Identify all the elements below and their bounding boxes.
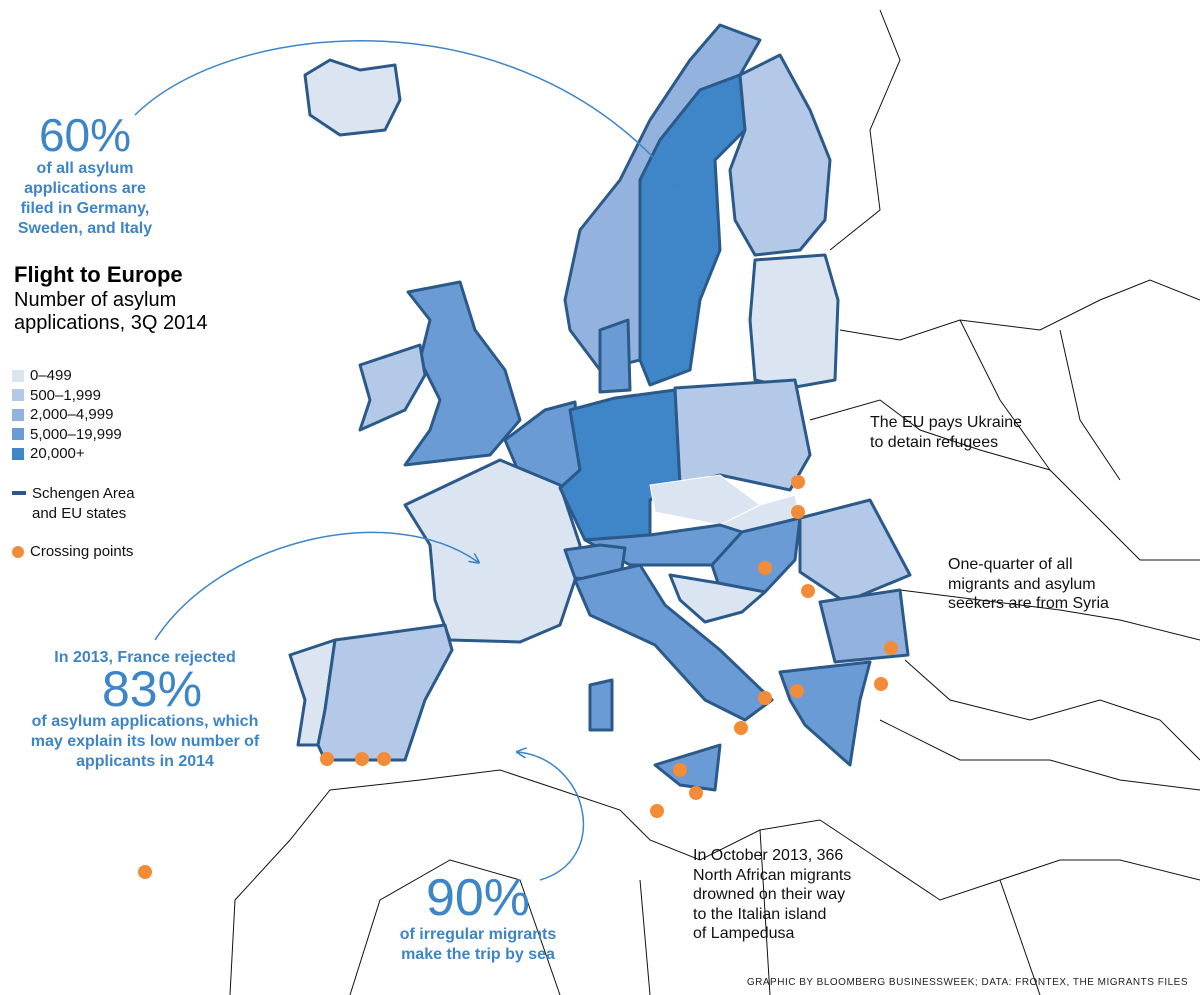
- legend-label: 5,000–19,999: [30, 425, 122, 443]
- country: [588, 678, 614, 732]
- annotation: of irregular migrants make the trip by se…: [400, 925, 556, 965]
- legend-label: 0–499: [30, 367, 72, 384]
- legend-item: Schengen Area and EU states: [12, 484, 135, 524]
- crossing-point: [355, 752, 369, 766]
- crossing-point: [138, 865, 152, 879]
- country: [673, 378, 812, 492]
- country: [653, 743, 722, 792]
- text-line: of irregular migrants: [399, 926, 557, 943]
- text-line: Number of asylum: [14, 289, 177, 311]
- note: The EU pays Ukraine to detain refugees: [870, 413, 1022, 452]
- legend-item: 20,000+: [12, 445, 85, 462]
- crossing-point: [790, 684, 804, 698]
- legend-item: 5,000–19,999: [12, 426, 122, 443]
- title: Flight to Europe: [14, 262, 183, 287]
- text-line: North African migrants: [693, 866, 852, 884]
- crossing-point: [758, 561, 772, 575]
- country: [573, 563, 774, 722]
- note: In October 2013, 366 North African migran…: [693, 846, 851, 944]
- legend-label: 500–1,999: [30, 386, 101, 404]
- coastline: [229, 769, 1200, 995]
- legend-label: 2,000–4,999: [30, 406, 114, 423]
- country: [728, 53, 832, 257]
- crossing-point: [673, 763, 687, 777]
- crossing-point: [874, 677, 888, 691]
- figure: 90%: [425, 869, 531, 927]
- crossing-point: [884, 641, 898, 655]
- arrow: [134, 40, 678, 185]
- text-line: Schengen Area: [32, 485, 135, 502]
- figure: 83%: [101, 661, 203, 717]
- text-line: drowned on their way: [693, 886, 846, 903]
- crossing-point: [801, 584, 815, 598]
- legend-swatch: [12, 369, 24, 382]
- legend-item: 0–499: [12, 367, 72, 384]
- legend-swatch: [12, 428, 24, 440]
- crossing-point: [320, 752, 334, 766]
- text-line: make the trip by sea: [401, 946, 555, 963]
- text-line: filed in Germany,: [20, 200, 150, 217]
- text-line: of Lampedusa: [693, 925, 795, 942]
- border: [829, 9, 1200, 481]
- annotation: of asylum applications, which may explain…: [31, 712, 260, 772]
- border: [809, 399, 1200, 791]
- country: [358, 343, 427, 432]
- text-line: to the Italian island: [693, 905, 827, 923]
- text-line: may explain its low number of: [30, 733, 260, 750]
- legend-label: 20,000+: [30, 445, 85, 462]
- text-line: and EU states: [32, 505, 127, 522]
- text-line: The EU pays Ukraine: [870, 414, 1023, 431]
- text-line: applications are: [24, 180, 146, 197]
- country: [598, 318, 632, 394]
- country: [748, 253, 840, 390]
- text-line: of asylum applications, which: [31, 713, 259, 730]
- country: [558, 388, 682, 542]
- country: [638, 73, 747, 387]
- legend-item: Crossing points: [12, 543, 133, 560]
- text-line: Sweden, and Italy: [17, 220, 153, 237]
- text-line: In October 2013, 366: [693, 847, 844, 864]
- legend-swatch: [12, 447, 24, 460]
- text-line: migrants and asylum: [948, 575, 1096, 593]
- crossing-point: [377, 752, 391, 766]
- legend-swatch: [12, 389, 24, 401]
- crossing-point: [758, 691, 772, 705]
- annotation: of all asylum applications are filed in Ge…: [18, 159, 152, 239]
- crossing-point: [791, 475, 805, 489]
- legend-item: 500–1,999: [12, 387, 101, 404]
- annotation: In 2013, France rejected: [54, 649, 236, 666]
- crossing-point: [650, 804, 664, 818]
- crossing-point: [791, 505, 805, 519]
- country: [668, 573, 767, 624]
- country: [303, 58, 402, 137]
- border: [349, 829, 1041, 995]
- legend-label: Crossing points: [30, 543, 134, 560]
- country: [798, 498, 912, 604]
- arrow: [154, 531, 478, 641]
- credit: GRAPHIC BY BLOOMBERG BUSINESSWEEK; DATA:…: [746, 977, 1188, 988]
- arrow: [518, 752, 585, 881]
- country: [778, 660, 872, 767]
- legend-label: Schengen Area and EU states: [32, 484, 135, 524]
- legend-swatch: [12, 491, 26, 495]
- text-line: seekers are from Syria: [948, 595, 1109, 612]
- note: One-quarter of all migrants and asylum see…: [948, 555, 1109, 614]
- legend-item: 2,000–4,999: [12, 406, 113, 423]
- legend-swatch: [12, 545, 24, 558]
- text-line: to detain refugees: [870, 433, 999, 451]
- crossing-point: [689, 786, 703, 800]
- text-line: applications, 3Q 2014: [14, 312, 208, 334]
- text-line: applicants in 2014: [76, 753, 214, 770]
- crossing-points: [138, 475, 898, 879]
- figure: 60%: [38, 109, 132, 161]
- text-line: of all asylum: [36, 160, 134, 177]
- subtitle: Number of asylum applications, 3Q 2014: [14, 289, 207, 335]
- crossing-point: [734, 721, 748, 735]
- country: [316, 623, 454, 762]
- country: [403, 458, 582, 644]
- text-line: One-quarter of all: [948, 556, 1073, 573]
- legend-swatch: [12, 408, 24, 421]
